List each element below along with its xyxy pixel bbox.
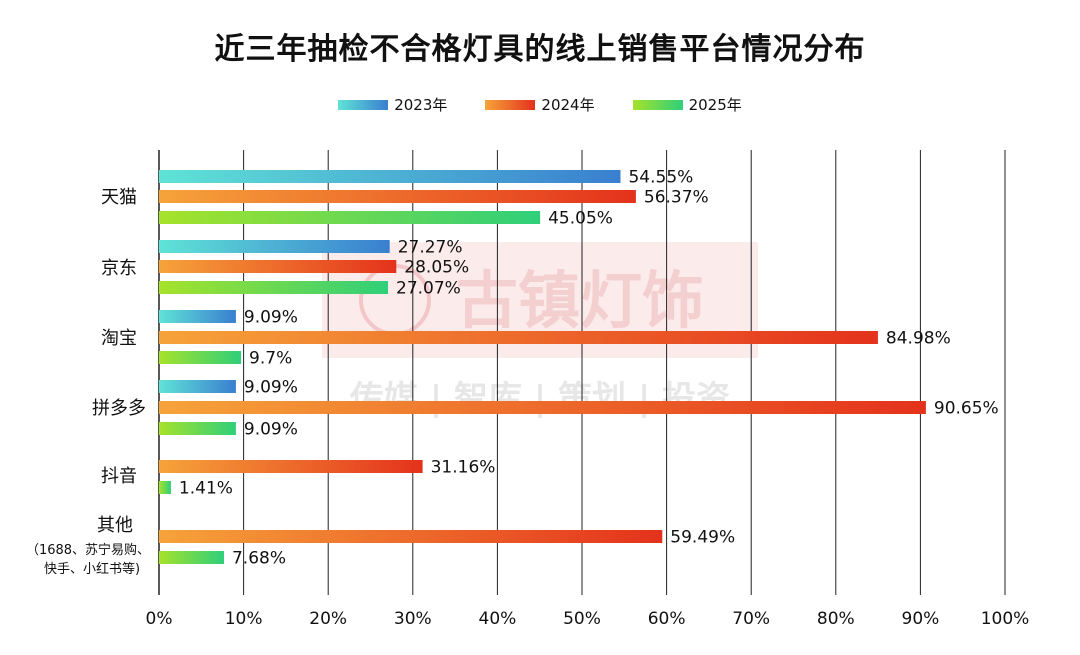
category-label: 淘宝 bbox=[101, 328, 137, 349]
category-label: 京东 bbox=[101, 258, 137, 279]
bar-2023[interactable] bbox=[159, 380, 236, 393]
data-label-2024: 90.65% bbox=[934, 399, 999, 419]
data-labels: 54.55% 27.27% 9.09% 9.09% 56.37% 28.05% 84.98%… bbox=[179, 168, 999, 569]
bars bbox=[159, 170, 926, 564]
category-label: 天猫 bbox=[101, 187, 137, 208]
legend-label-2024: 2024年 bbox=[541, 96, 595, 114]
legend-swatch-2025 bbox=[632, 99, 683, 110]
bar-2023[interactable] bbox=[159, 240, 390, 253]
bar-2024[interactable] bbox=[159, 460, 423, 473]
data-label-2024: 28.05% bbox=[404, 258, 469, 278]
data-label-2025: 9.09% bbox=[244, 420, 298, 440]
category-label: 拼多多 bbox=[92, 398, 146, 419]
x-tick-label: 30% bbox=[394, 609, 432, 629]
data-label-2025: 9.7% bbox=[249, 349, 292, 369]
category-label: 抖音 bbox=[101, 466, 137, 487]
legend-item-2025[interactable]: 2025年 bbox=[632, 94, 742, 115]
data-label-2025: 7.68% bbox=[232, 549, 286, 569]
data-label-2024: 31.16% bbox=[431, 458, 496, 478]
data-label-2025: 27.07% bbox=[396, 279, 461, 299]
x-tick-label: 40% bbox=[479, 609, 517, 629]
legend-swatch-2024 bbox=[485, 99, 536, 110]
bar-2024[interactable] bbox=[159, 530, 663, 543]
x-tick-label: 50% bbox=[563, 609, 601, 629]
x-tick-label: 70% bbox=[732, 609, 770, 629]
x-tick-label: 60% bbox=[648, 609, 686, 629]
bar-2024[interactable] bbox=[159, 331, 878, 344]
bar-2024[interactable] bbox=[159, 190, 636, 203]
bar-2025[interactable] bbox=[159, 481, 171, 494]
legend-label-2023: 2023年 bbox=[394, 96, 448, 114]
gridlines bbox=[158, 150, 1006, 595]
legend-item-2023[interactable]: 2023年 bbox=[338, 94, 447, 115]
category-note-line-1: （1688、苏宁易购、 bbox=[26, 542, 150, 558]
data-label-2024: 56.37% bbox=[644, 188, 709, 208]
data-label-2023: 54.55% bbox=[628, 168, 693, 188]
data-label-2023: 9.09% bbox=[244, 378, 298, 398]
data-label-2024: 59.49% bbox=[670, 528, 735, 548]
category-label: 其他 bbox=[97, 515, 133, 536]
x-tick-label: 80% bbox=[817, 609, 855, 629]
bar-2025[interactable] bbox=[159, 551, 224, 564]
bar-2023[interactable] bbox=[159, 310, 236, 323]
x-axis-ticks: 0% 10% 20% 30% 40% 50% 60% 70% 80% 90% 100% bbox=[146, 609, 1030, 629]
data-label-2024: 84.98% bbox=[886, 329, 951, 349]
legend: 2023年 2024年 2025年 bbox=[0, 94, 1080, 115]
bar-2025[interactable] bbox=[159, 351, 242, 364]
category-note-line-2: 快手、小红书等) bbox=[44, 561, 140, 577]
legend-label-2025: 2025年 bbox=[688, 96, 742, 114]
bar-2024[interactable] bbox=[159, 401, 926, 414]
bar-2025[interactable] bbox=[159, 422, 236, 435]
x-tick-label: 100% bbox=[981, 609, 1030, 629]
x-tick-label: 90% bbox=[902, 609, 940, 629]
bar-2025[interactable] bbox=[159, 211, 541, 224]
data-label-2025: 1.41% bbox=[179, 479, 233, 499]
x-tick-label: 10% bbox=[225, 609, 263, 629]
data-label-2023: 27.27% bbox=[398, 238, 463, 258]
data-label-2025: 45.05% bbox=[548, 209, 613, 229]
legend-item-2024[interactable]: 2024年 bbox=[485, 94, 595, 115]
x-tick-label: 0% bbox=[146, 609, 173, 629]
legend-swatch-2023 bbox=[338, 99, 389, 110]
bar-2025[interactable] bbox=[159, 281, 389, 294]
bar-2023[interactable] bbox=[159, 170, 621, 183]
data-label-2023: 9.09% bbox=[244, 308, 298, 328]
bar-2024[interactable] bbox=[159, 260, 397, 273]
x-tick-label: 20% bbox=[309, 609, 347, 629]
chart-title: 近三年抽检不合格灯具的线上销售平台情况分布 bbox=[214, 32, 866, 67]
